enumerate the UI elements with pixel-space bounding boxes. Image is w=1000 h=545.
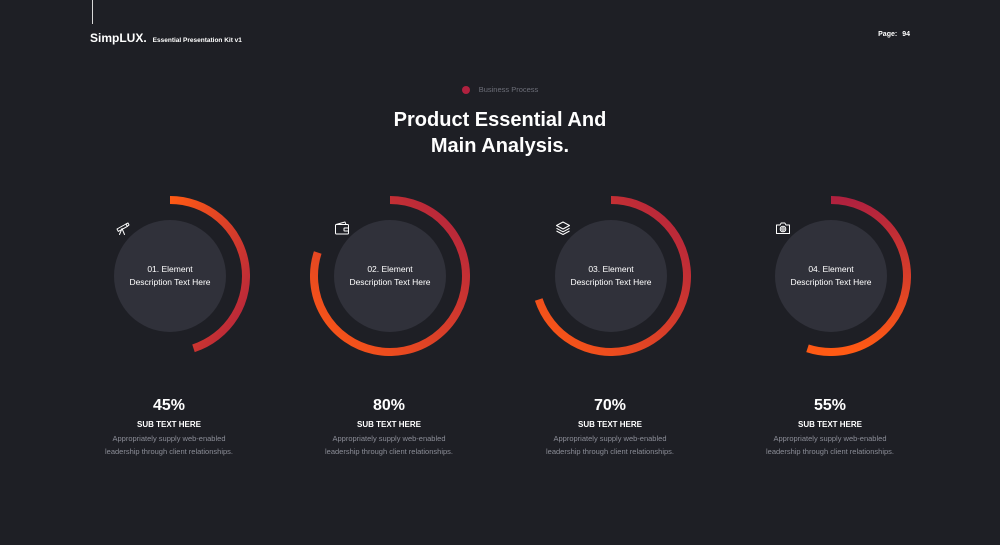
page-number: 94 (902, 31, 910, 38)
progress-arc-svg-1 (169, 196, 250, 353)
brand-subtitle: Essential Presentation Kit v1 (152, 37, 242, 44)
stat-description-line2-1: leadership through client relationships. (105, 447, 233, 456)
stat-description-line2-2: leadership through client relationships. (325, 447, 453, 456)
progress-ring-4: 04. Element Description Text Here (751, 196, 911, 356)
stat-block-4: 55% SUB TEXT HERE Appropriately supply w… (720, 396, 940, 458)
progress-arc-svg-2 (310, 196, 470, 356)
stat-percent-2: 80% (372, 397, 406, 414)
layers-icon (556, 221, 570, 235)
element-label-2: 02. Element (367, 264, 413, 274)
stat-block-1: 45% SUB TEXT HERE Appropriately supply w… (59, 396, 279, 458)
wallet-icon (335, 221, 349, 235)
progress-arc-svg-3 (534, 196, 691, 356)
stat-block-2: 80% SUB TEXT HERE Appropriately supply w… (279, 396, 499, 458)
ring-center-1: 01. Element Description Text Here (114, 220, 226, 332)
stat-description-line1-1: Appropriately supply web-enabled (112, 434, 226, 443)
ring-center-3: 03. Element Description Text Here (555, 220, 667, 332)
title-line-1: Product Essential And (393, 109, 607, 131)
stat-percent-3: 70% (593, 397, 627, 414)
element-description-4: Description Text Here (790, 277, 872, 287)
element-description-1: Description Text Here (129, 277, 211, 287)
stat-description-line2-4: leadership through client relationships. (766, 447, 894, 456)
progress-arc-3 (534, 196, 691, 356)
badge-text: Business Process (478, 85, 539, 94)
progress-arc-1 (169, 196, 250, 353)
stat-description-line1-2: Appropriately supply web-enabled (332, 434, 446, 443)
stat-percent-4: 55% (813, 397, 847, 414)
stat-block-3: 70% SUB TEXT HERE Appropriately supply w… (500, 396, 720, 458)
element-description-3: Description Text Here (570, 277, 652, 287)
stat-description-line1-4: Appropriately supply web-enabled (773, 434, 887, 443)
progress-arc-4 (806, 196, 911, 356)
section-badge: Business Process (0, 85, 1000, 94)
ring-center-2: 02. Element Description Text Here (334, 220, 446, 332)
stat-subtitle-2: SUB TEXT HERE (356, 420, 421, 429)
progress-ring-3: 03. Element Description Text Here (531, 196, 691, 356)
element-label-3: 03. Element (588, 264, 634, 274)
stat-description-line1-3: Appropriately supply web-enabled (553, 434, 667, 443)
brand-header: SimpLUX. Essential Presentation Kit v1 (90, 31, 242, 45)
progress-arc-2 (310, 196, 470, 356)
element-label-4: 04. Element (808, 264, 854, 274)
page-title: Product Essential And Main Analysis. (0, 107, 1000, 159)
progress-ring-2: 02. Element Description Text Here (310, 196, 470, 356)
stat-description-line2-3: leadership through client relationships. (546, 447, 674, 456)
page-indicator: Page: 94 (878, 31, 910, 38)
stat-percent-1: 45% (152, 397, 186, 414)
stat-subtitle-1: SUB TEXT HERE (136, 420, 201, 429)
ring-center-4: 04. Element Description Text Here (775, 220, 887, 332)
element-label-1: 01. Element (147, 264, 193, 274)
stat-subtitle-4: SUB TEXT HERE (797, 420, 862, 429)
progress-arc-svg-4 (806, 196, 911, 356)
brand-name: SimpLUX. (90, 31, 147, 45)
title-line-2: Main Analysis. (430, 135, 570, 157)
top-divider-line (92, 0, 93, 24)
camera-icon (776, 222, 790, 234)
telescope-icon (116, 222, 130, 235)
stat-subtitle-3: SUB TEXT HERE (577, 420, 642, 429)
page-label: Page: (878, 31, 898, 38)
element-description-2: Description Text Here (349, 277, 431, 287)
badge-dot (461, 85, 470, 94)
progress-ring-1: 01. Element Description Text Here (90, 196, 250, 356)
